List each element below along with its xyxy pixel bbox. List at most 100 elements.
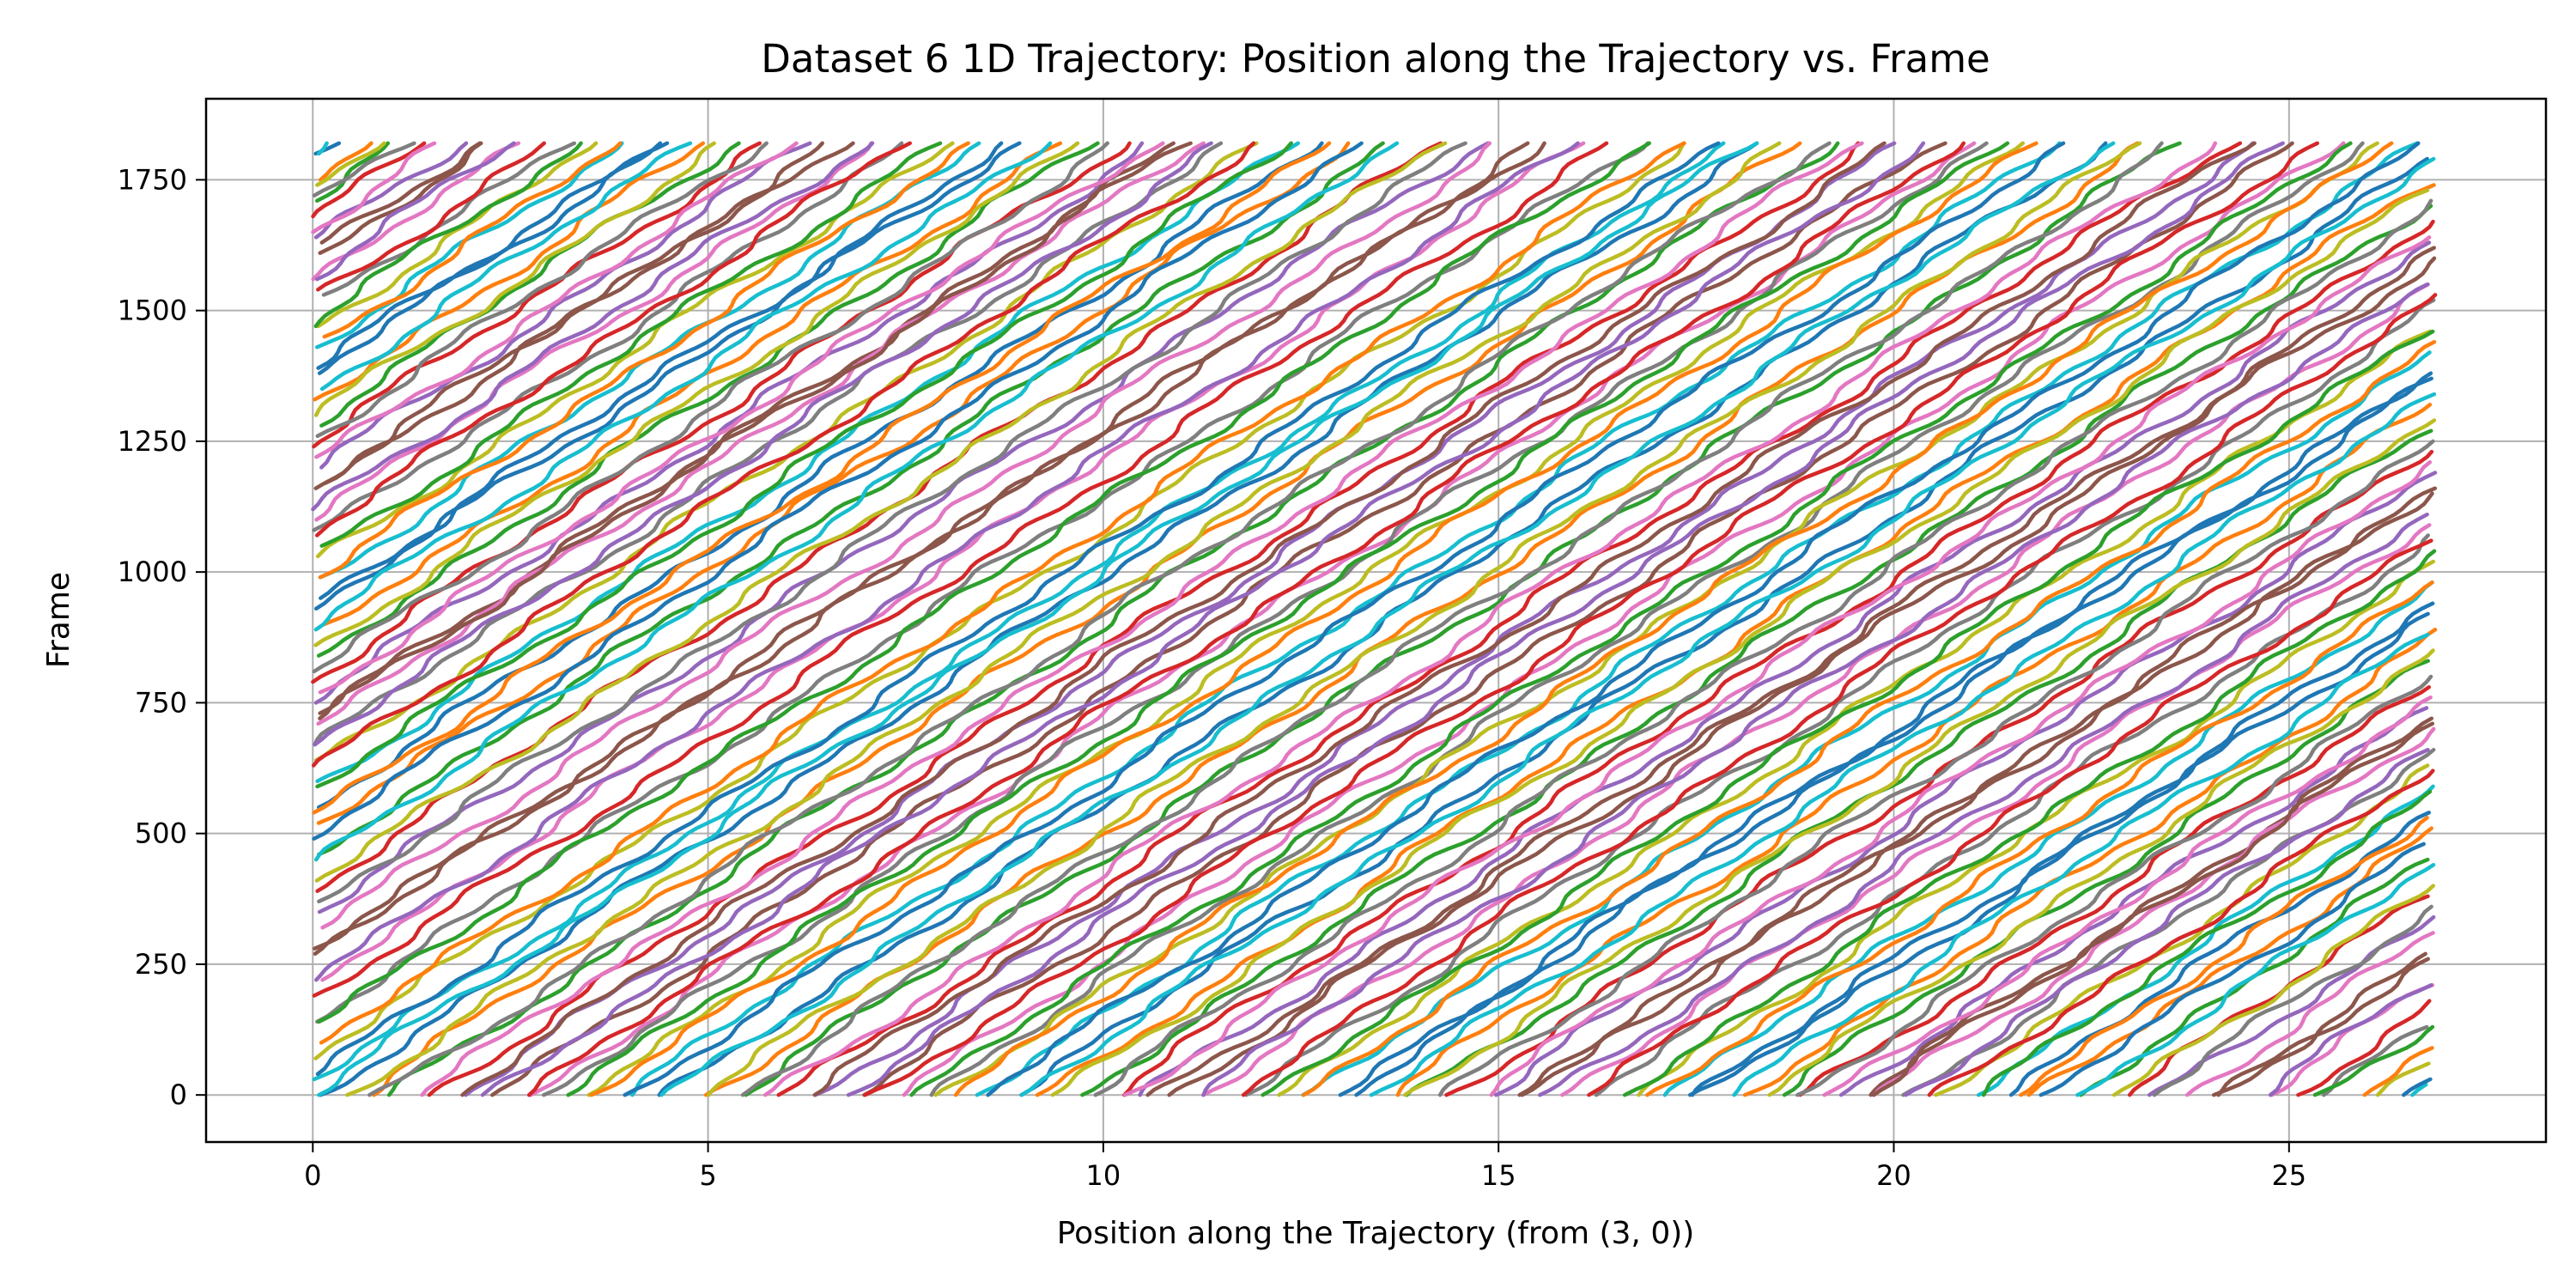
trajectory-line	[953, 141, 2394, 1097]
trajectory-line	[315, 141, 769, 439]
trajectory-line	[1645, 580, 2434, 1097]
trajectory-line	[812, 141, 2257, 1097]
trajectory-line	[1080, 204, 2433, 1097]
trajectory-line	[313, 141, 1259, 762]
trajectory-line	[1838, 706, 2429, 1097]
trajectory-line	[1732, 632, 2430, 1097]
trajectory-line	[312, 141, 416, 197]
trajectory-line	[1622, 549, 2437, 1097]
trajectory-line	[1690, 601, 2435, 1097]
trajectory-line	[1520, 486, 2438, 1097]
trajectory-line	[1687, 611, 2430, 1097]
x-tick-label: 0	[304, 1159, 321, 1192]
trajectory-line	[1795, 674, 2433, 1097]
trajectory-line	[1338, 371, 2433, 1097]
trajectory-line	[314, 141, 1448, 883]
trajectory-line	[2152, 904, 2433, 1097]
trajectory-line	[319, 141, 1686, 1045]
trajectory-line	[2375, 1061, 2431, 1097]
trajectory-line	[2312, 1024, 2435, 1097]
trajectory-line	[316, 141, 1324, 810]
trajectory-line	[311, 141, 427, 219]
trajectory-line	[846, 141, 2285, 1097]
trajectory-line	[316, 141, 670, 370]
trajectory-line	[2038, 841, 2426, 1097]
trajectory-line	[909, 141, 2353, 1097]
trajectory-line	[1122, 235, 2432, 1097]
trajectory-line	[318, 141, 1165, 695]
trajectory-line	[1050, 188, 2430, 1097]
y-tick-label: 250	[135, 948, 187, 981]
trajectory-line	[1402, 418, 2437, 1097]
x-tick-label: 20	[1876, 1159, 1911, 1192]
trajectory-line	[318, 141, 970, 580]
trajectory-line	[320, 141, 1492, 930]
plot-frame	[204, 97, 2548, 1144]
trajectory-line	[1241, 293, 2438, 1097]
trajectory-line	[315, 141, 1293, 789]
trajectory-line	[1145, 246, 2436, 1097]
trajectory-line	[1822, 696, 2433, 1097]
trajectory-line	[319, 141, 1759, 1097]
trajectory-line	[314, 141, 912, 538]
trajectory-line	[480, 141, 1926, 1097]
trajectory-line	[312, 141, 1364, 841]
trajectory-line	[1369, 392, 2437, 1097]
trajectory-line	[589, 141, 2038, 1097]
trajectory-line	[763, 141, 2218, 1097]
trajectory-line	[1587, 538, 2433, 1097]
trajectory-line	[1538, 512, 2429, 1097]
trajectory-line	[316, 141, 1206, 726]
trajectory-line	[319, 141, 943, 548]
trajectory-line	[2216, 957, 2430, 1097]
trajectory-line	[313, 141, 583, 329]
trajectory-line	[863, 141, 2319, 1097]
y-tick-label: 1000	[118, 556, 187, 588]
trajectory-line	[318, 141, 1176, 715]
trajectory-line	[313, 141, 1546, 957]
trajectory-line	[312, 141, 1109, 674]
trajectory-line	[1904, 747, 2430, 1097]
trajectory-line	[975, 141, 2420, 1097]
trajectory-line	[322, 141, 623, 339]
trajectory-line	[2019, 816, 2429, 1097]
trajectory-line	[1200, 282, 2430, 1097]
trajectory-line	[316, 141, 1351, 825]
x-tick-label: 10	[1086, 1159, 1121, 1192]
trajectory-line	[313, 141, 1145, 705]
chart-title: Dataset 6 1D Trajectory: Position along …	[761, 36, 1990, 82]
trajectory-line	[2402, 1077, 2433, 1097]
trajectory-line	[318, 141, 1193, 720]
trajectory-line	[420, 141, 1864, 1097]
trajectory-line	[317, 141, 1759, 1097]
trajectory-line	[1395, 403, 2433, 1097]
trajectory-line	[316, 141, 1100, 658]
trajectory-line	[862, 141, 2294, 1097]
trajectory-line	[2268, 983, 2433, 1097]
trajectory-line	[316, 141, 598, 329]
trajectory-line	[1444, 449, 2434, 1097]
trajectory-line	[427, 141, 1861, 1097]
trajectory-line	[321, 141, 577, 297]
trajectory-line	[314, 141, 873, 522]
trajectory-line	[311, 141, 1256, 768]
trajectory-line	[318, 141, 483, 255]
trajectory-line	[314, 141, 1580, 982]
trajectory-line	[1244, 298, 2436, 1097]
trajectory-line	[1138, 240, 2432, 1097]
trajectory-line	[315, 141, 516, 282]
y-axis-label: Frame	[41, 572, 76, 668]
trajectory-line	[313, 141, 1053, 632]
trajectory-line	[313, 141, 716, 417]
trajectory-line	[464, 141, 1897, 1097]
trajectory-line	[1093, 198, 2433, 1097]
trajectory-line	[318, 141, 374, 182]
trajectory-line	[1201, 282, 2430, 1097]
trajectory-line	[1871, 721, 2435, 1097]
trajectory-line	[707, 141, 2142, 1097]
y-tick-label: 750	[135, 686, 187, 719]
trajectory-line	[317, 141, 1385, 857]
trajectory-line	[566, 141, 2010, 1097]
trajectory-line	[317, 141, 1651, 1024]
trajectory-line	[1868, 716, 2434, 1097]
